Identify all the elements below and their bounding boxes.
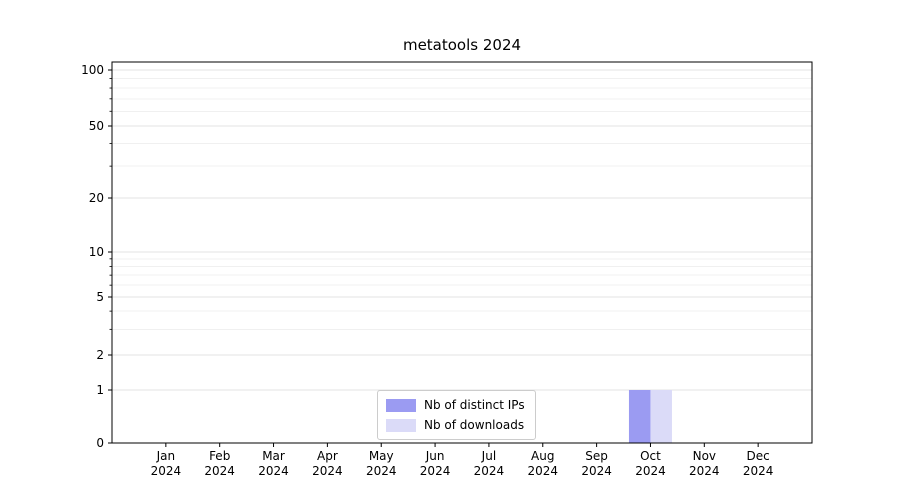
y-tick-label: 100 — [81, 63, 104, 77]
y-tick-label: 50 — [89, 119, 104, 133]
y-tick-label: 20 — [89, 191, 104, 205]
legend: Nb of distinct IPs Nb of downloads — [377, 390, 536, 440]
x-tick-label-month: Jul — [481, 449, 496, 463]
x-tick-label-month: Feb — [209, 449, 230, 463]
x-tick-label-month: Oct — [640, 449, 661, 463]
x-tick-label-month: Aug — [531, 449, 554, 463]
x-tick-label-year: 2024 — [581, 464, 612, 478]
x-tick-label-year: 2024 — [527, 464, 558, 478]
x-tick-label-month: Mar — [262, 449, 285, 463]
x-tick-label-year: 2024 — [151, 464, 182, 478]
x-tick-label-month: Sep — [585, 449, 608, 463]
x-tick-label-year: 2024 — [258, 464, 289, 478]
y-tick-label: 0 — [96, 436, 104, 450]
x-tick-label-year: 2024 — [743, 464, 774, 478]
x-tick-label-year: 2024 — [420, 464, 451, 478]
legend-label-distinct-ips: Nb of distinct IPs — [424, 398, 525, 412]
y-tick-label: 1 — [96, 383, 104, 397]
x-tick-label-year: 2024 — [474, 464, 505, 478]
legend-swatch-downloads — [386, 418, 416, 432]
x-tick-label-month: Nov — [693, 449, 716, 463]
x-tick-label-month: May — [369, 449, 394, 463]
legend-item-distinct-ips: Nb of distinct IPs — [386, 398, 525, 412]
x-tick-label-year: 2024 — [204, 464, 235, 478]
legend-swatch-distinct-ips — [386, 398, 416, 412]
bar-distinct-ips — [628, 390, 651, 443]
legend-item-downloads: Nb of downloads — [386, 418, 525, 432]
x-tick-label-month: Dec — [747, 449, 770, 463]
legend-label-downloads: Nb of downloads — [424, 418, 525, 432]
x-tick-label-month: Jun — [425, 449, 445, 463]
x-tick-label-year: 2024 — [689, 464, 720, 478]
x-tick-label-year: 2024 — [635, 464, 666, 478]
y-tick-label: 10 — [89, 245, 104, 259]
bar-downloads — [650, 390, 672, 443]
y-tick-label: 2 — [96, 348, 104, 362]
x-tick-label-year: 2024 — [312, 464, 343, 478]
x-tick-label-year: 2024 — [366, 464, 397, 478]
x-tick-label-month: Apr — [317, 449, 338, 463]
chart-title: metatools 2024 — [402, 36, 522, 54]
y-tick-label: 5 — [96, 290, 104, 304]
x-tick-label-month: Jan — [156, 449, 176, 463]
